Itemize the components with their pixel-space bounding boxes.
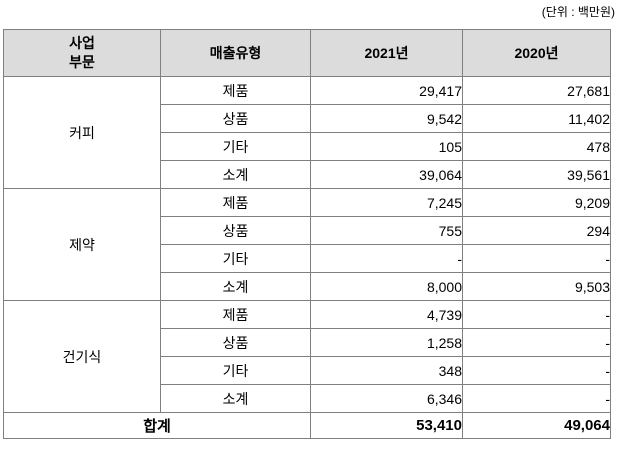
total-2020-cell: 49,064 <box>462 412 611 439</box>
segment-header-line1: 사업 <box>69 35 95 52</box>
column-header-sales-type: 매출유형 <box>160 29 311 77</box>
sales-type-cell: 상품 <box>160 104 311 133</box>
segment-header-line2: 부문 <box>69 54 95 70</box>
table-row: 소계 8,000 9,503 <box>4 272 611 301</box>
sales-type-cell: 상품 <box>160 328 311 357</box>
total-row: 합계 53,410 49,064 <box>3 412 611 439</box>
value-2021-cell: 4,739 <box>310 300 463 329</box>
segment-cell-coffee: 커피 <box>3 76 161 189</box>
table-row: 기타 348 - <box>4 356 611 385</box>
value-2021-cell: 755 <box>310 216 463 245</box>
table-row: 상품 1,258 - <box>4 328 611 357</box>
sales-type-cell: 소계 <box>160 272 311 301</box>
total-2021-cell: 53,410 <box>310 412 463 439</box>
value-2020-cell: 39,561 <box>462 160 611 189</box>
value-2020-cell: 9,503 <box>462 272 611 301</box>
value-2020-cell: - <box>462 356 611 385</box>
value-2021-cell: 7,245 <box>310 188 463 217</box>
value-2020-cell: - <box>462 300 611 329</box>
value-2020-cell: - <box>462 328 611 357</box>
sales-type-cell: 기타 <box>160 356 311 385</box>
value-2021-cell: - <box>310 244 463 273</box>
value-2021-cell: 9,542 <box>310 104 463 133</box>
sales-type-cell: 제품 <box>160 188 311 217</box>
unit-label: (단위 : 백만원) <box>541 5 615 19</box>
segment-cell-health-food: 건기식 <box>3 300 161 413</box>
table-row: 건기식 제품 4,739 - <box>3 300 611 413</box>
value-2021-cell: 1,258 <box>310 328 463 357</box>
table-row: 상품 9,542 11,402 <box>4 104 611 133</box>
value-2021-cell: 105 <box>310 132 463 161</box>
column-header-year-2020: 2020년 <box>462 29 611 77</box>
sales-type-cell: 소계 <box>160 160 311 189</box>
table-row: 소계 6,346 - <box>4 384 611 413</box>
segment-cell-pharma: 제약 <box>3 188 161 301</box>
table-row: 제약 제품 7,245 9,209 <box>3 188 611 301</box>
value-2021-cell: 8,000 <box>310 272 463 301</box>
sales-type-cell: 상품 <box>160 216 311 245</box>
table-row: 기타 105 478 <box>4 132 611 161</box>
value-2020-cell: - <box>462 384 611 413</box>
sales-type-cell: 소계 <box>160 384 311 413</box>
value-2020-cell: 11,402 <box>462 104 611 133</box>
value-2021-cell: 348 <box>310 356 463 385</box>
value-2021-cell: 29,417 <box>310 76 463 105</box>
sales-type-cell: 기타 <box>160 244 311 273</box>
value-2020-cell: 478 <box>462 132 611 161</box>
table-row: 소계 39,064 39,561 <box>4 160 611 189</box>
value-2020-cell: 27,681 <box>462 76 611 105</box>
value-2021-cell: 39,064 <box>310 160 463 189</box>
sales-type-cell: 제품 <box>160 300 311 329</box>
value-2021-cell: 6,346 <box>310 384 463 413</box>
table-row: 커피 제품 29,417 27,681 <box>3 76 611 189</box>
value-2020-cell: 294 <box>462 216 611 245</box>
value-2020-cell: - <box>462 244 611 273</box>
column-header-year-2021: 2021년 <box>310 29 463 77</box>
total-label-cell: 합계 <box>3 412 311 439</box>
sales-type-cell: 제품 <box>160 76 311 105</box>
table-row: 상품 755 294 <box>4 216 611 245</box>
value-2020-cell: 9,209 <box>462 188 611 217</box>
sales-type-cell: 기타 <box>160 132 311 161</box>
